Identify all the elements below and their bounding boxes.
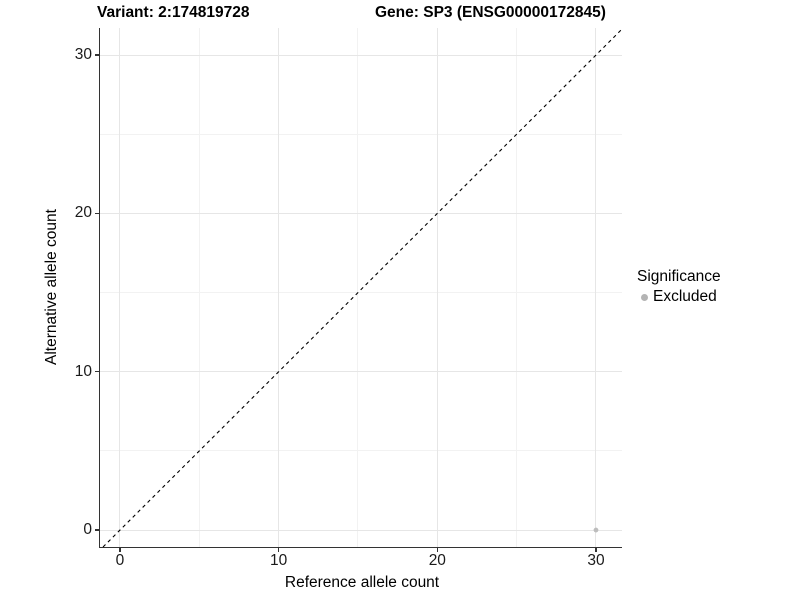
x-tick-label: 10 bbox=[270, 552, 288, 569]
gridline-vertical-major bbox=[595, 28, 597, 547]
legend-item: Excluded bbox=[637, 288, 721, 306]
gridline-horizontal-major bbox=[100, 529, 622, 531]
gridline-horizontal-major bbox=[100, 212, 622, 214]
y-tick-label: 0 bbox=[83, 521, 92, 539]
y-axis-title: Alternative allele count bbox=[43, 209, 60, 365]
gridline-horizontal-minor bbox=[100, 450, 622, 452]
gridline-vertical-minor bbox=[198, 28, 200, 547]
x-axis-tick-mark bbox=[595, 548, 597, 552]
legend-items: Excluded bbox=[637, 288, 721, 306]
plot-title-gene: Gene: SP3 (ENSG00000172845) bbox=[375, 4, 606, 21]
y-axis-tick-mark bbox=[95, 529, 99, 531]
gridline-horizontal-minor bbox=[100, 292, 622, 294]
x-tick-label: 30 bbox=[587, 552, 605, 569]
gridline-vertical-major bbox=[278, 28, 280, 547]
gridline-horizontal-major bbox=[100, 371, 622, 373]
plot-title-variant: Variant: 2:174819728 bbox=[97, 4, 250, 21]
chart-data-layer bbox=[102, 28, 623, 548]
legend: Significance Excluded bbox=[637, 268, 721, 306]
x-axis-tick-mark bbox=[277, 548, 280, 552]
x-tick-label: 20 bbox=[428, 552, 446, 569]
gridline-horizontal-major bbox=[100, 54, 622, 56]
y-tick-label: 20 bbox=[74, 204, 92, 222]
gridline-vertical-minor bbox=[357, 28, 359, 547]
y-axis-tick-mark bbox=[95, 54, 99, 56]
gridline-vertical-major bbox=[436, 28, 438, 547]
x-axis-line bbox=[99, 546, 622, 548]
x-axis-title: Reference allele count bbox=[284, 574, 440, 591]
y-tick-label: 30 bbox=[74, 46, 92, 64]
legend-title: Significance bbox=[637, 268, 721, 285]
plot-panel bbox=[95, 28, 623, 552]
x-axis-tick-mark bbox=[436, 548, 438, 552]
legend-key-dot bbox=[641, 293, 648, 301]
gridline-horizontal-minor bbox=[100, 133, 622, 135]
data-point bbox=[593, 527, 599, 533]
gridline-vertical-minor bbox=[516, 28, 518, 547]
x-axis-tick-mark bbox=[119, 548, 121, 552]
y-axis-line bbox=[99, 28, 101, 548]
gridline-vertical-major bbox=[119, 28, 121, 547]
x-tick-label: 0 bbox=[115, 552, 125, 569]
y-axis-tick-mark bbox=[95, 212, 99, 215]
legend-item-label: Excluded bbox=[653, 288, 717, 305]
identity-dashed-line bbox=[102, 28, 623, 548]
y-tick-label: 10 bbox=[74, 362, 92, 380]
y-axis-tick-mark bbox=[95, 371, 99, 373]
